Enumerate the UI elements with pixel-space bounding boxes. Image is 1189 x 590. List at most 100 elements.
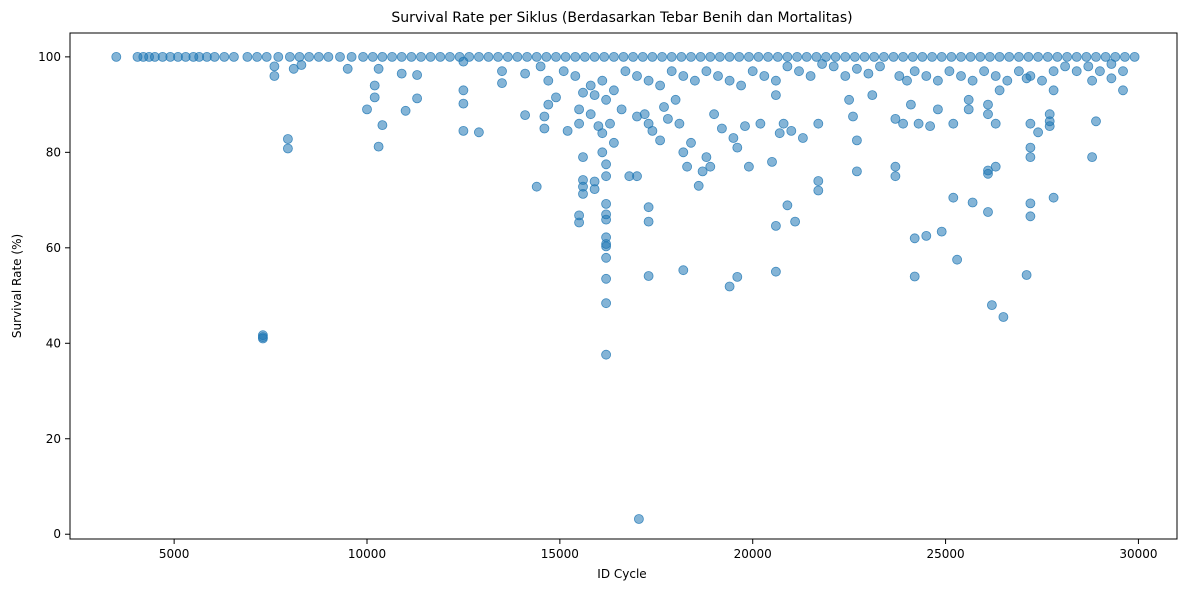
data-point xyxy=(269,61,280,72)
data-point xyxy=(551,92,561,103)
data-point xyxy=(948,192,959,203)
data-point xyxy=(296,60,307,70)
data-point xyxy=(693,180,704,191)
data-point xyxy=(597,128,608,139)
data-point xyxy=(852,63,862,74)
data-point xyxy=(628,52,638,62)
data-point xyxy=(782,52,793,62)
data-point xyxy=(890,114,901,124)
data-point xyxy=(601,241,611,252)
data-point xyxy=(1014,52,1024,62)
data-point xyxy=(811,52,822,62)
data-point xyxy=(1087,152,1097,163)
data-point xyxy=(848,111,858,122)
data-point xyxy=(678,265,689,276)
data-point xyxy=(601,159,611,170)
data-point xyxy=(732,142,743,153)
data-point xyxy=(589,184,600,195)
data-point xyxy=(1062,52,1072,62)
data-point xyxy=(522,52,532,62)
y-tick-label: 40 xyxy=(46,336,61,350)
y-tick-label: 0 xyxy=(53,527,61,541)
data-point xyxy=(323,52,334,62)
data-point xyxy=(967,75,978,86)
data-point xyxy=(578,188,588,199)
data-point xyxy=(921,71,932,81)
data-point xyxy=(1002,75,1013,86)
data-point xyxy=(801,52,812,62)
data-point xyxy=(879,52,889,62)
data-point xyxy=(574,118,584,129)
data-point xyxy=(867,90,878,100)
data-point xyxy=(659,102,669,112)
data-point xyxy=(686,137,696,148)
data-point xyxy=(771,75,781,86)
data-point xyxy=(678,147,689,158)
data-points xyxy=(111,52,1140,524)
data-point xyxy=(657,52,667,62)
data-point xyxy=(304,52,315,62)
data-point xyxy=(963,104,974,115)
data-point xyxy=(933,104,943,115)
x-axis-label: ID Cycle xyxy=(597,567,646,581)
data-point xyxy=(771,90,781,100)
x-tick-label: 10000 xyxy=(348,547,386,561)
data-point xyxy=(1048,85,1059,96)
data-point xyxy=(898,52,908,62)
data-point xyxy=(531,181,542,192)
plot-area-frame xyxy=(69,32,1178,540)
data-point xyxy=(531,52,542,62)
data-point xyxy=(778,118,789,129)
data-point xyxy=(763,52,773,62)
data-point xyxy=(585,80,596,91)
data-point xyxy=(288,63,299,74)
data-point xyxy=(674,118,685,129)
data-point xyxy=(1106,73,1117,84)
data-point xyxy=(373,63,384,74)
data-point xyxy=(798,133,808,143)
x-tick-label: 25000 xyxy=(926,547,964,561)
data-point xyxy=(269,71,280,81)
data-point xyxy=(634,514,644,524)
data-point xyxy=(639,109,650,120)
data-point xyxy=(369,80,380,91)
y-tick-label: 20 xyxy=(46,432,61,446)
data-point xyxy=(967,197,978,208)
data-point xyxy=(589,90,600,100)
data-point xyxy=(209,52,220,62)
data-point xyxy=(724,281,735,292)
data-point xyxy=(744,161,754,172)
data-point xyxy=(921,230,932,241)
data-point xyxy=(601,252,611,263)
data-point xyxy=(1025,198,1036,209)
data-point xyxy=(909,233,920,244)
data-point xyxy=(601,349,611,360)
data-point xyxy=(1025,152,1036,163)
data-point xyxy=(597,75,608,86)
data-point xyxy=(927,52,937,62)
data-point xyxy=(701,66,712,77)
data-point xyxy=(759,71,770,81)
data-point xyxy=(983,99,993,110)
data-point xyxy=(1129,52,1140,62)
data-point xyxy=(828,61,839,72)
data-point xyxy=(655,135,665,146)
data-point xyxy=(609,137,619,148)
data-point xyxy=(906,99,916,110)
data-point xyxy=(493,52,504,62)
data-point xyxy=(1025,142,1036,153)
chart-title: Survival Rate per Siklus (Berdasarkan Te… xyxy=(391,10,852,26)
data-point xyxy=(1071,66,1082,77)
data-point xyxy=(724,52,735,62)
data-point xyxy=(678,71,689,81)
data-point xyxy=(416,52,426,62)
data-point xyxy=(601,198,611,209)
data-point xyxy=(1042,52,1053,62)
data-point xyxy=(1048,66,1059,77)
data-point xyxy=(1004,52,1015,62)
data-point xyxy=(690,75,700,86)
data-point xyxy=(616,104,627,115)
data-point xyxy=(936,226,947,237)
data-point xyxy=(956,71,966,81)
data-point xyxy=(844,94,854,105)
